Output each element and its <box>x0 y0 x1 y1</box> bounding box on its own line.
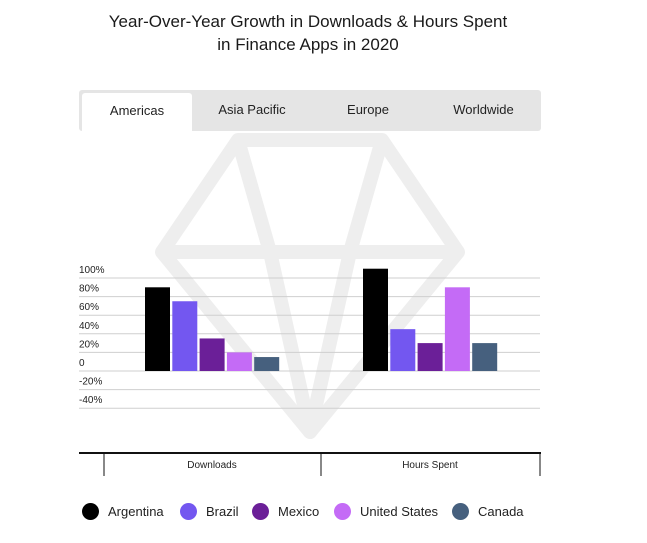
legend-label-canada: Canada <box>478 504 524 519</box>
bar-hours-spent-argentina <box>363 268 388 371</box>
legend-label-mexico: Mexico <box>278 504 320 519</box>
x-category-label-hours-spent: Hours Spent <box>402 460 458 471</box>
bar-hours-spent-canada <box>472 343 498 371</box>
y-tick-label-7: -40% <box>79 395 102 406</box>
x-axis: Downloads Hours Spent <box>79 452 541 476</box>
bar-hours-spent-brazil <box>390 329 416 371</box>
y-tick-label-4: 20% <box>79 339 99 350</box>
y-tick-label-0: 100% <box>79 265 105 276</box>
bar-hours-spent-mexico <box>417 343 443 371</box>
legend-label-brazil: Brazil <box>206 504 239 519</box>
y-tick-label-1: 80% <box>79 284 99 295</box>
bar-downloads-united-states <box>226 352 252 371</box>
y-tick-label-6: -20% <box>79 377 102 388</box>
bars <box>145 268 498 371</box>
bar-hours-spent-united-states <box>444 287 470 371</box>
bar-downloads-argentina <box>145 287 170 371</box>
watermark-diamond <box>155 133 465 439</box>
tab-europe[interactable]: Europe <box>347 102 389 117</box>
y-tick-label-2: 60% <box>79 302 99 313</box>
y-tick-label-3: 40% <box>79 321 99 332</box>
tab-asia-pacific[interactable]: Asia Pacific <box>218 102 286 117</box>
y-tick-label-5: 0 <box>79 358 85 369</box>
legend-swatch-united-states <box>334 503 351 520</box>
bar-downloads-canada <box>254 357 280 371</box>
y-axis-tick-labels: 100% 80% 60% 40% 20% 0 -20% -40% <box>79 265 105 406</box>
legend-swatch-canada <box>452 503 469 520</box>
legend-swatch-mexico <box>252 503 269 520</box>
watermark-diamond-facets <box>231 138 389 439</box>
bar-downloads-mexico <box>199 338 225 371</box>
x-category-label-downloads: Downloads <box>187 460 236 471</box>
watermark-logo <box>155 133 465 439</box>
chart-title: Year-Over-Year Growth in Downloads & Hou… <box>0 10 616 56</box>
region-tab-bar: Americas Asia Pacific Europe Worldwide <box>79 90 541 131</box>
chart-title-line-1: Year-Over-Year Growth in Downloads & Hou… <box>108 12 508 31</box>
tab-worldwide[interactable]: Worldwide <box>453 102 514 117</box>
legend-swatch-brazil <box>180 503 197 520</box>
legend-label-argentina: Argentina <box>108 504 164 519</box>
legend-label-united-states: United States <box>360 504 439 519</box>
chart-title-line-2: in Finance Apps in 2020 <box>217 35 399 54</box>
legend-swatch-argentina <box>82 503 99 520</box>
tab-americas[interactable]: Americas <box>82 93 192 131</box>
bar-downloads-brazil <box>172 301 198 371</box>
